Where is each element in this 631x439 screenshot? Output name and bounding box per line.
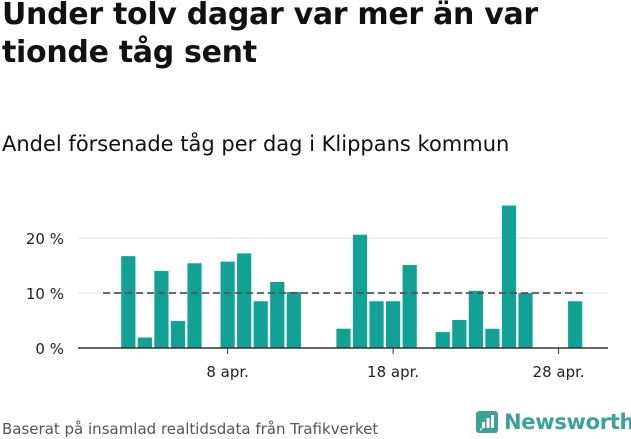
source-note: Baserat på insamlad realtidsdata från Tr… — [2, 420, 379, 438]
bar — [501, 205, 517, 348]
chart-subtitle: Andel försenade tåg per dag i Klippans k… — [2, 132, 510, 156]
brand-name: Newsworthy — [504, 410, 631, 434]
bar — [468, 290, 483, 348]
bar — [386, 301, 401, 348]
bar — [435, 332, 450, 348]
bar — [170, 321, 186, 348]
bar — [237, 253, 252, 348]
bar — [121, 256, 136, 348]
y-tick-label: 10 % — [26, 285, 64, 303]
bar — [270, 282, 285, 348]
x-tick-label: 18 apr. — [367, 363, 419, 381]
bar — [369, 301, 384, 348]
bar — [485, 328, 500, 348]
bar — [220, 261, 235, 348]
bars — [121, 205, 583, 348]
bar — [336, 328, 351, 348]
bar — [402, 264, 417, 348]
bar — [568, 301, 583, 348]
x-tick-label: 8 apr. — [206, 363, 249, 381]
bar — [518, 293, 533, 348]
bar — [286, 291, 301, 348]
bar-chart-logo-icon — [476, 411, 498, 433]
bar — [154, 271, 169, 348]
bar — [253, 301, 268, 348]
y-tick-label: 0 % — [35, 340, 64, 358]
bar — [452, 319, 467, 348]
bar-chart: 0 % 10 % 20 % 8 apr. 18 apr. 28 apr. — [26, 205, 608, 381]
chart-title: Under tolv dagar var mer än var tionde t… — [2, 0, 538, 70]
brand-logo: Newsworthy — [476, 410, 631, 434]
bar — [352, 234, 368, 348]
bar — [187, 263, 202, 348]
x-tick-label: 28 apr. — [533, 363, 585, 381]
bar — [137, 337, 152, 348]
axis: 0 % 10 % 20 % 8 apr. 18 apr. 28 apr. — [26, 230, 608, 381]
y-tick-label: 20 % — [26, 230, 64, 248]
